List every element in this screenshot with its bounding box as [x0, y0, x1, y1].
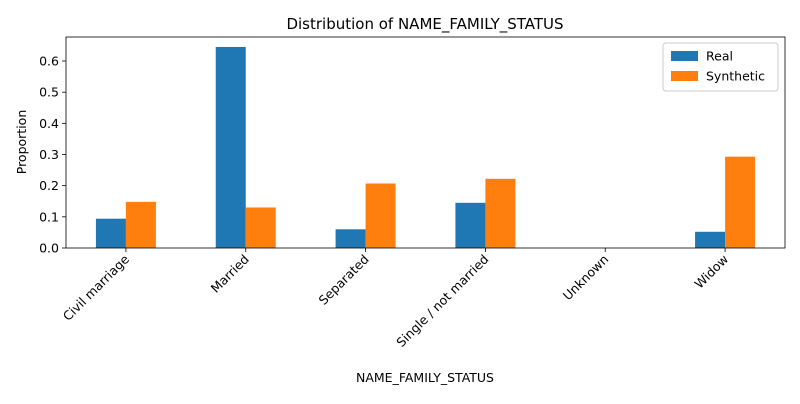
- bar-real-3: [455, 202, 486, 248]
- x-tick-label: Unknown: [560, 252, 612, 304]
- y-axis-label: Proportion: [14, 110, 29, 175]
- x-ticks-group: Civil marriage Married Separated Single / n…: [60, 248, 731, 350]
- legend-label-synthetic: Synthetic: [706, 69, 765, 84]
- x-tick-label: Single / not married: [393, 252, 491, 350]
- y-ticks-group: 0.0 0.1 0.2 0.3 0.4 0.5 0.6: [39, 53, 66, 256]
- x-tick-label: Civil marriage: [60, 251, 132, 323]
- bar-synthetic-3: [485, 178, 516, 248]
- bar-real-0: [95, 218, 126, 248]
- chart-title: Distribution of NAME_FAMILY_STATUS: [286, 15, 563, 34]
- bar-synthetic-0: [125, 201, 156, 248]
- x-tick-label: Widow: [691, 252, 731, 292]
- bar-real-1: [215, 46, 246, 248]
- bar-real-5: [695, 231, 726, 248]
- legend: Real Synthetic: [662, 42, 779, 92]
- plot-frame: [65, 36, 786, 249]
- bar-synthetic-1: [245, 207, 276, 248]
- y-tick-label: 0.3: [39, 147, 59, 162]
- bar-real-2: [335, 229, 366, 248]
- x-tick-label: Separated: [315, 252, 371, 308]
- y-tick-label: 0.2: [39, 178, 59, 193]
- bar-synthetic-5: [725, 156, 756, 248]
- y-tick-label: 0.5: [39, 85, 59, 100]
- bars-group: [95, 46, 756, 248]
- bar-synthetic-2: [365, 183, 396, 248]
- y-tick-label: 0.1: [39, 209, 59, 224]
- y-tick-label: 0.0: [39, 241, 59, 256]
- x-tick-label: Married: [208, 252, 252, 296]
- legend-swatch-real: [671, 51, 698, 61]
- y-tick-label: 0.6: [39, 53, 59, 68]
- legend-label-real: Real: [706, 49, 733, 64]
- x-axis-label: NAME_FAMILY_STATUS: [356, 370, 494, 385]
- legend-swatch-synthetic: [671, 71, 698, 81]
- y-tick-label: 0.4: [39, 116, 59, 131]
